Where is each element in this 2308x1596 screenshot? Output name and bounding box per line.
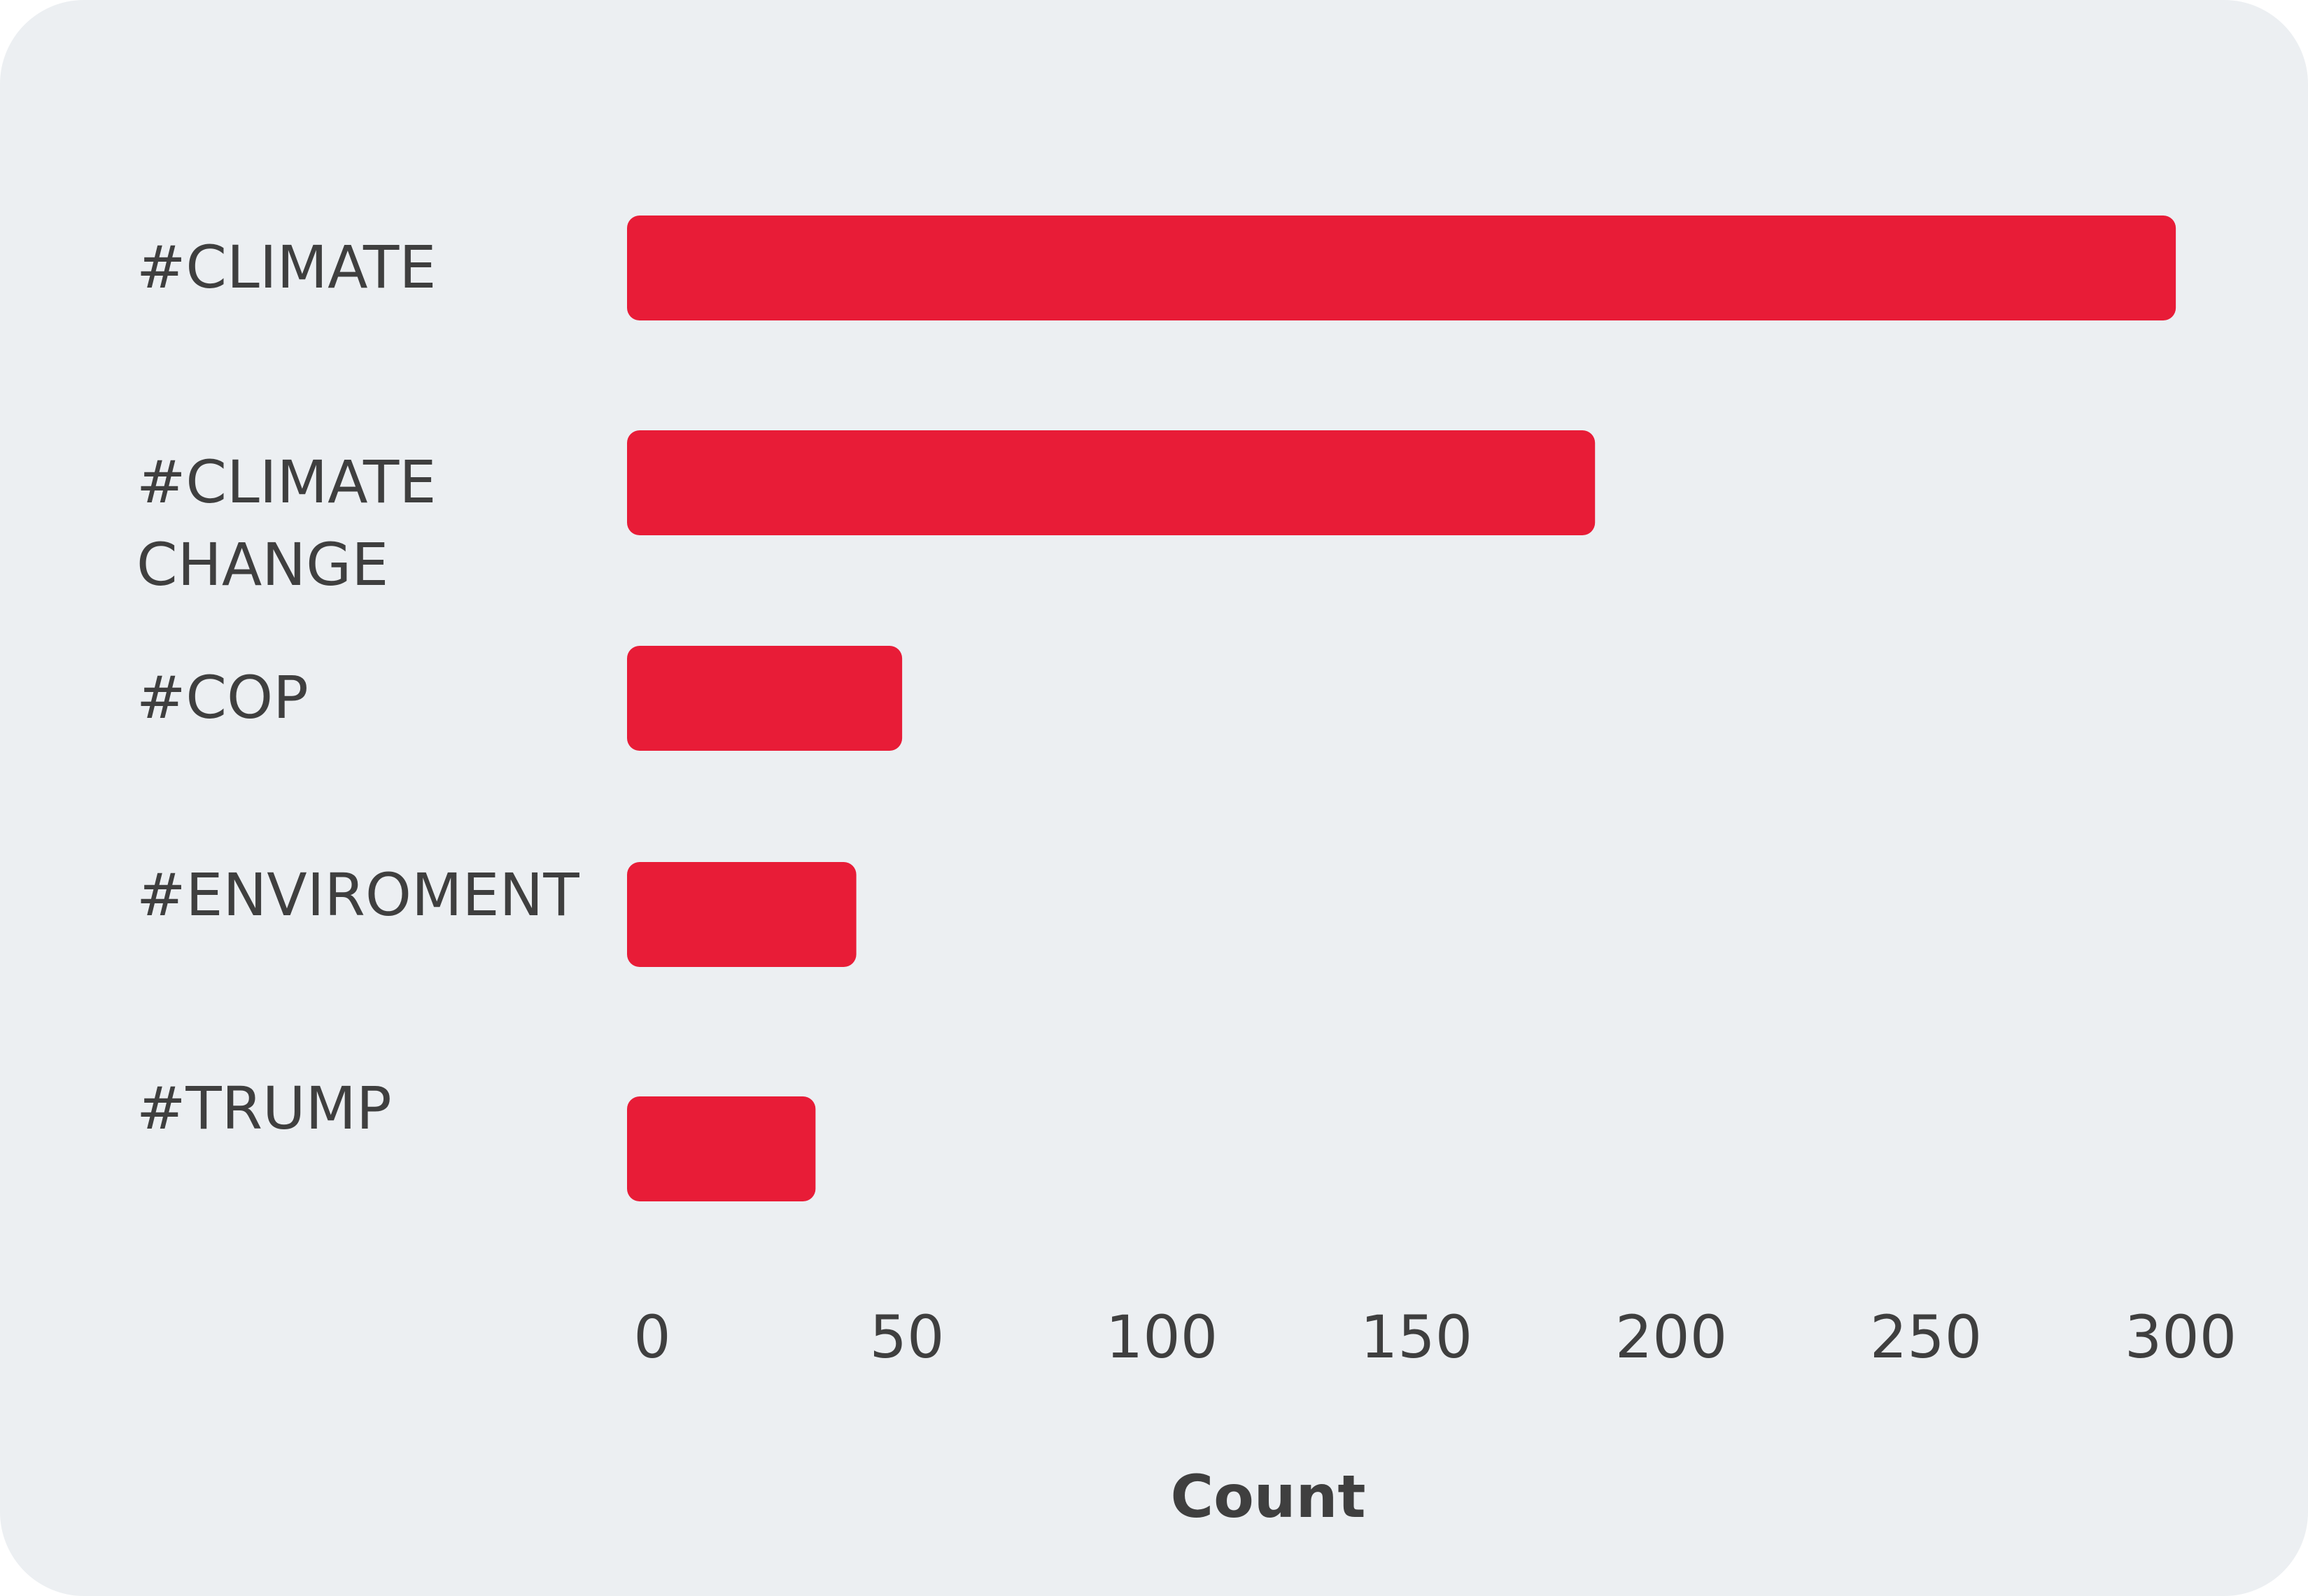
category-label: #TRUMP bbox=[136, 1074, 392, 1143]
x-tick-label: 250 bbox=[1870, 1303, 1982, 1371]
x-tick-label: 300 bbox=[2125, 1303, 2237, 1371]
category-label-line: #CLIMATE bbox=[136, 233, 436, 302]
x-tick-label: 50 bbox=[870, 1303, 945, 1371]
category-label-line: #COP bbox=[136, 663, 309, 732]
category-label-line: #TRUMP bbox=[136, 1074, 392, 1143]
category-label: #CLIMATE CHANGE bbox=[136, 448, 436, 599]
x-tick-label: 150 bbox=[1360, 1303, 1472, 1371]
category-labels-group: #CLIMATE #CLIMATE CHANGE #COP #ENVIROMENT #TR… bbox=[136, 233, 579, 1143]
category-label-line: #ENVIROMENT bbox=[136, 861, 579, 929]
category-label-line: CHANGE bbox=[136, 530, 388, 599]
x-tick-label: 200 bbox=[1615, 1303, 1727, 1371]
x-tick-labels-group: 0 50 100 150 200 250 300 bbox=[633, 1303, 2237, 1371]
bar bbox=[627, 430, 1596, 535]
category-label-line: #CLIMATE bbox=[136, 448, 436, 516]
bar bbox=[627, 646, 903, 751]
x-tick-label: 100 bbox=[1106, 1303, 1218, 1371]
x-tick-label: 0 bbox=[633, 1303, 670, 1371]
x-axis-title: Count bbox=[1170, 1462, 1365, 1531]
bars-group bbox=[627, 216, 2176, 1201]
category-label: #COP bbox=[136, 663, 309, 732]
bar bbox=[627, 1096, 816, 1201]
bar bbox=[627, 862, 857, 967]
category-label: #CLIMATE bbox=[136, 233, 436, 302]
bar bbox=[627, 216, 2176, 320]
category-label: #ENVIROMENT bbox=[136, 861, 579, 929]
